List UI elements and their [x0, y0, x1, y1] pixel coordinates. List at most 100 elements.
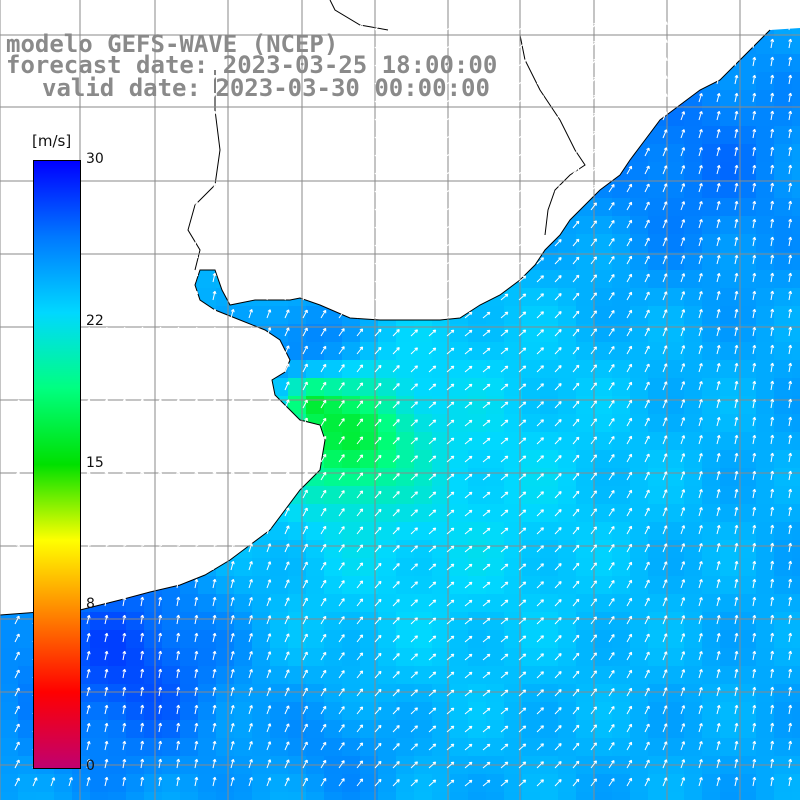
wind-arrow — [284, 129, 290, 139]
wind-arrow — [644, 327, 650, 337]
wind-arrow — [482, 563, 491, 571]
model-title: modelo GEFS-WAVE (NCEP) — [6, 30, 339, 58]
wind-arrow — [608, 400, 615, 409]
wind-arrow — [680, 579, 686, 589]
wind-arrow — [698, 129, 703, 139]
wind-arrow — [500, 473, 509, 481]
wind-arrow — [500, 581, 509, 589]
wind-arrow — [212, 668, 217, 679]
wind-arrow — [14, 633, 20, 643]
wind-arrow — [374, 202, 382, 211]
wind-arrow — [788, 20, 793, 31]
wind-arrow — [284, 723, 290, 733]
wind-arrow — [464, 149, 473, 157]
wind-arrow — [662, 111, 668, 121]
wind-arrow — [770, 164, 775, 175]
wind-arrow — [608, 58, 615, 67]
wind-arrow — [536, 239, 544, 247]
wind-arrow — [158, 56, 163, 67]
wind-arrow — [176, 92, 181, 103]
wind-arrow — [572, 112, 580, 121]
wind-arrow — [230, 668, 235, 679]
wind-arrow — [266, 237, 272, 247]
wind-arrow — [518, 437, 527, 445]
wind-arrow — [392, 509, 400, 517]
wind-arrow — [536, 473, 544, 481]
wind-arrow — [788, 434, 793, 445]
wind-arrow — [302, 381, 308, 391]
wind-arrow — [302, 165, 308, 175]
wind-arrow — [590, 508, 597, 517]
wind-arrow — [230, 362, 235, 373]
wind-arrow — [446, 527, 455, 535]
wind-arrow — [734, 524, 739, 535]
wind-arrow — [770, 110, 775, 121]
wind-arrow — [626, 75, 633, 85]
wind-arrow — [122, 200, 127, 211]
wind-arrow — [338, 418, 345, 427]
wind-arrow — [446, 635, 455, 643]
wind-arrow — [212, 542, 217, 553]
wind-arrow — [680, 183, 686, 193]
wind-arrow — [248, 21, 253, 31]
wind-arrow — [446, 347, 455, 355]
wind-arrow — [212, 686, 217, 697]
wind-arrow — [176, 542, 181, 553]
wind-arrow — [716, 110, 721, 121]
wind-arrow — [572, 652, 580, 661]
wind-arrow — [248, 399, 253, 409]
wind-arrow — [554, 113, 562, 121]
wind-arrow — [392, 617, 400, 625]
wind-arrow — [590, 634, 597, 643]
wind-arrow — [482, 617, 491, 625]
wind-arrow — [446, 23, 455, 31]
wind-arrow — [122, 740, 127, 751]
wind-arrow — [104, 668, 109, 679]
wind-arrow — [734, 722, 739, 733]
wind-arrow — [284, 345, 290, 355]
wind-arrow — [248, 93, 253, 103]
wind-arrow — [698, 525, 703, 535]
wind-arrow — [428, 725, 437, 733]
wind-arrow — [716, 758, 721, 769]
wind-arrow — [572, 760, 580, 769]
wind-arrow — [752, 524, 757, 535]
wind-arrow — [608, 652, 615, 661]
wind-arrow — [374, 472, 382, 481]
wind-arrow — [608, 490, 615, 499]
wind-arrow — [266, 309, 272, 319]
wind-arrow — [752, 344, 757, 355]
wind-arrow — [446, 203, 455, 211]
wind-arrow — [176, 470, 181, 481]
wind-arrow — [356, 274, 364, 283]
wind-arrow — [230, 74, 235, 85]
wind-arrow — [554, 509, 562, 517]
wind-arrow — [464, 41, 473, 49]
wind-arrow — [86, 344, 91, 355]
wind-arrow — [734, 632, 739, 643]
wind-arrow — [194, 740, 199, 751]
wind-arrow — [446, 239, 455, 247]
wind-arrow — [464, 275, 473, 283]
wind-arrow — [554, 239, 562, 247]
wind-arrow — [302, 525, 308, 535]
wind-arrow — [212, 362, 217, 373]
wind-arrow — [266, 381, 272, 391]
wind-arrow — [320, 777, 327, 787]
wind-arrow — [518, 41, 527, 49]
wind-arrow — [86, 326, 91, 337]
wind-arrow — [356, 256, 364, 265]
wind-arrow — [554, 419, 562, 427]
wind-arrow — [716, 74, 721, 85]
wind-arrow — [266, 669, 272, 679]
wind-arrow — [86, 488, 91, 499]
wind-arrow — [410, 563, 418, 571]
wind-arrow — [572, 58, 580, 67]
wind-arrow — [752, 38, 757, 49]
wind-arrow — [140, 668, 145, 679]
wind-arrow — [554, 563, 562, 571]
wind-arrow — [554, 311, 562, 319]
wind-arrow — [554, 203, 562, 211]
wind-arrow — [104, 470, 109, 481]
wind-arrow — [482, 545, 491, 553]
